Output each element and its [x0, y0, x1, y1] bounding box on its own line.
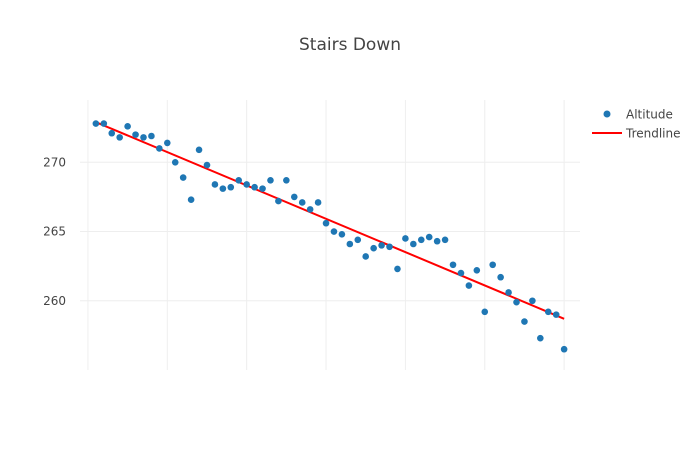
altitude-point[interactable] [298, 199, 306, 206]
altitude-point[interactable] [322, 219, 330, 227]
altitude-point[interactable] [116, 134, 123, 141]
altitude-point[interactable] [410, 240, 417, 248]
altitude-point[interactable] [521, 318, 528, 325]
legend-item-altitude[interactable]: Altitude [603, 108, 673, 122]
altitude-point[interactable] [441, 236, 449, 244]
trendline-layer [95, 121, 565, 320]
chart-title: Stairs Down [299, 35, 401, 55]
altitude-point[interactable] [489, 261, 496, 269]
altitude-point[interactable] [179, 174, 187, 181]
altitude-point[interactable] [92, 120, 100, 127]
altitude-point[interactable] [259, 185, 266, 192]
altitude-point[interactable] [370, 244, 377, 252]
altitude-point[interactable] [108, 129, 116, 137]
legend-label-trendline: Trendline [625, 127, 681, 141]
altitude-point[interactable] [124, 123, 131, 130]
altitude-point[interactable] [417, 236, 425, 244]
altitude-point[interactable] [203, 161, 211, 169]
altitude-point[interactable] [394, 265, 401, 273]
altitude-point[interactable] [552, 311, 560, 318]
y-axis-ticks: 260 265 270 [43, 155, 66, 307]
altitude-point[interactable] [544, 308, 552, 316]
altitude-point[interactable] [140, 134, 147, 141]
altitude-point[interactable] [505, 289, 512, 296]
altitude-point[interactable] [425, 233, 433, 241]
altitude-point[interactable] [132, 131, 139, 138]
altitude-point[interactable] [346, 240, 354, 248]
altitude-point[interactable] [560, 345, 568, 353]
altitude-point[interactable] [449, 261, 457, 269]
altitude-point[interactable] [402, 235, 409, 242]
altitude-point[interactable] [243, 181, 250, 188]
altitude-point[interactable] [513, 298, 520, 306]
y-tick-label: 260 [43, 294, 66, 308]
altitude-point[interactable] [386, 243, 393, 251]
legend[interactable]: Altitude Trendline [592, 108, 681, 141]
altitude-point[interactable] [330, 228, 338, 235]
altitude-point[interactable] [314, 199, 322, 206]
legend-marker-altitude [603, 110, 611, 118]
altitude-point[interactable] [290, 193, 298, 201]
altitude-points-layer [92, 120, 568, 353]
altitude-point[interactable] [537, 334, 544, 342]
altitude-point[interactable] [473, 267, 481, 274]
altitude-point[interactable] [100, 120, 108, 127]
altitude-point[interactable] [195, 146, 203, 154]
altitude-point[interactable] [338, 231, 346, 238]
altitude-point[interactable] [148, 132, 155, 140]
altitude-point[interactable] [497, 273, 504, 281]
altitude-point[interactable] [267, 177, 274, 184]
altitude-point[interactable] [251, 183, 258, 191]
altitude-point[interactable] [227, 183, 235, 191]
altitude-point[interactable] [457, 269, 465, 277]
altitude-point[interactable] [156, 145, 163, 152]
altitude-point[interactable] [275, 197, 282, 205]
altitude-point[interactable] [164, 139, 171, 147]
altitude-point[interactable] [187, 196, 195, 203]
altitude-point[interactable] [171, 159, 179, 166]
altitude-point[interactable] [306, 206, 314, 213]
altitude-point[interactable] [211, 181, 219, 188]
altitude-point[interactable] [219, 185, 227, 192]
altitude-point[interactable] [529, 297, 536, 305]
legend-item-trendline[interactable]: Trendline [592, 127, 681, 141]
altitude-point[interactable] [354, 236, 362, 244]
altitude-point[interactable] [465, 282, 473, 289]
altitude-point[interactable] [235, 177, 243, 184]
y-tick-label: 270 [43, 155, 66, 169]
altitude-point[interactable] [378, 242, 385, 249]
legend-label-altitude: Altitude [626, 108, 673, 122]
y-tick-label: 265 [43, 225, 66, 239]
altitude-point[interactable] [362, 253, 370, 260]
trendline [95, 121, 565, 320]
altitude-point[interactable] [481, 308, 489, 316]
altitude-point[interactable] [433, 237, 441, 245]
altitude-point[interactable] [283, 177, 290, 184]
